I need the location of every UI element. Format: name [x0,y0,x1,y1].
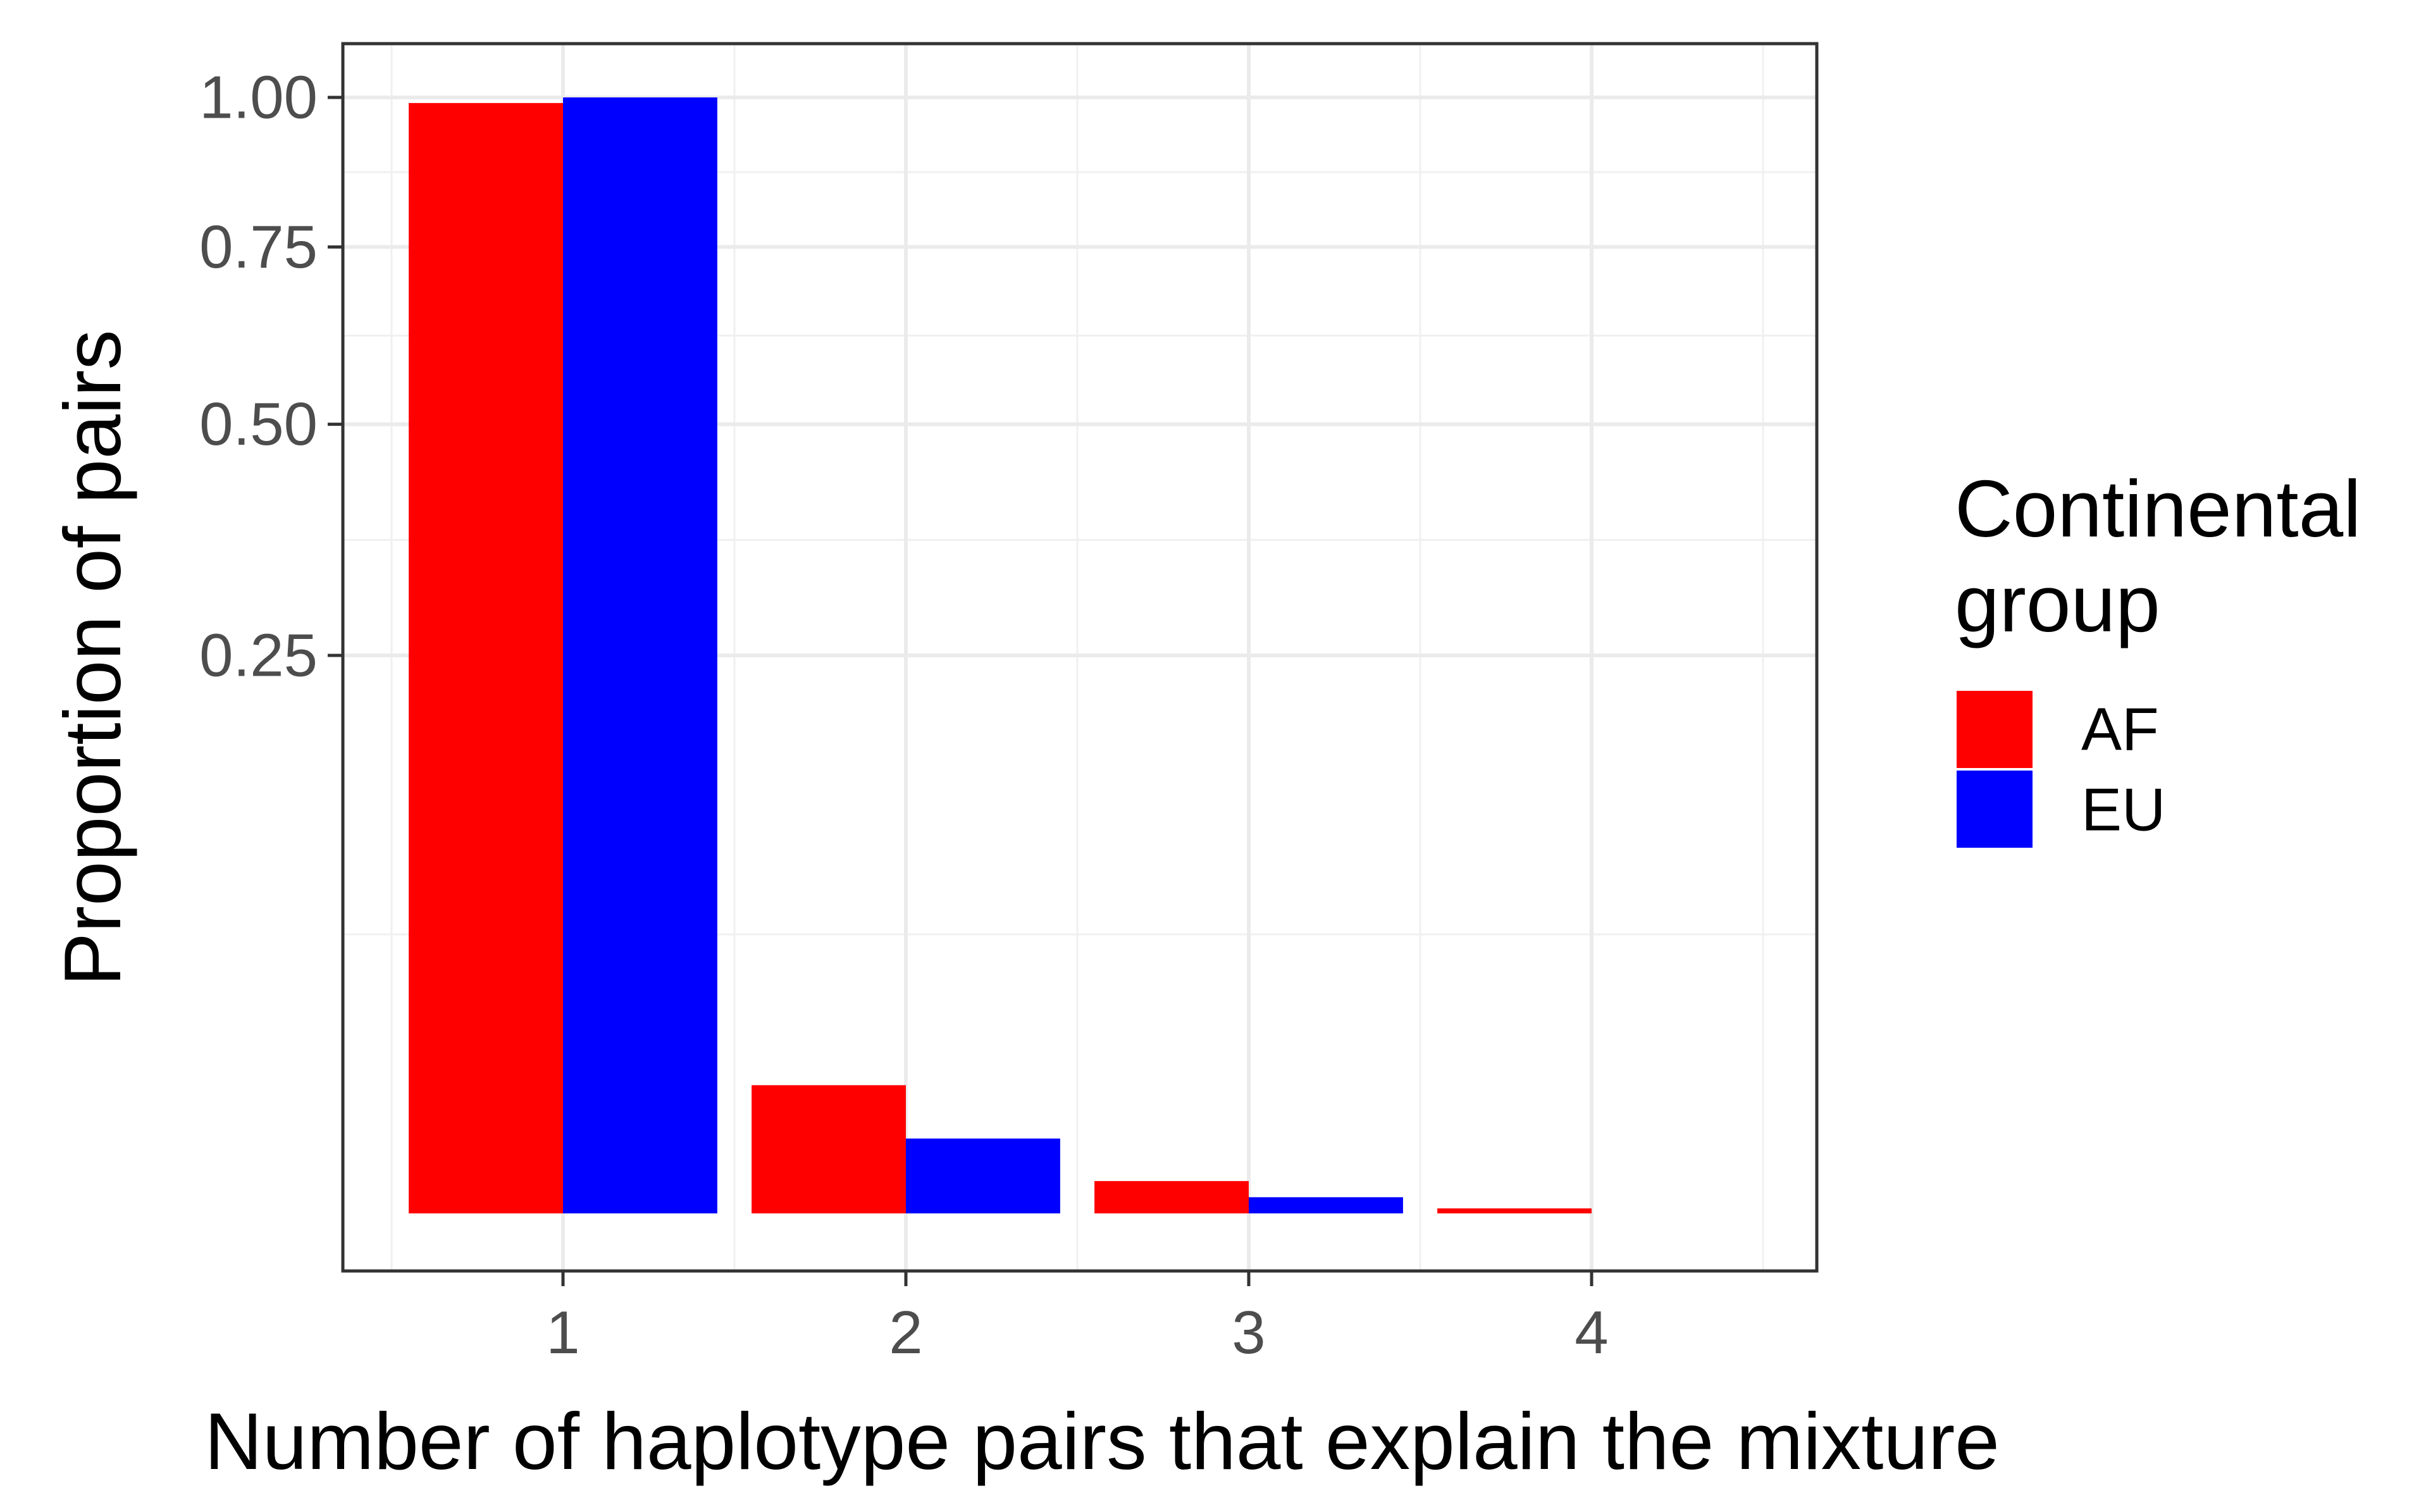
x-axis-title: Number of haplotype pairs that explain t… [204,1396,2000,1486]
legend-label-eu: EU [2081,776,2165,844]
panel-border [341,42,1819,1273]
legend-title-line2: group [1955,559,2160,648]
y-tick-label: 0.75 [199,213,318,281]
legend: Continental group AF EU [1955,464,2361,848]
x-tick-label: 2 [889,1299,922,1366]
x-tick-label: 4 [1575,1299,1608,1366]
x-tick-label: 1 [546,1299,579,1366]
bar-af-2 [752,1085,906,1213]
bar-af-3 [1094,1180,1249,1213]
legend-title-line1: Continental [1955,464,2361,554]
bar-af-1 [409,102,563,1213]
y-tick-label: 1.00 [199,64,318,132]
y-axis-title: Proportion of pairs [47,330,137,986]
x-tick-label: 3 [1232,1299,1265,1366]
bar-af-4 [1437,1208,1592,1213]
bar-eu-1 [563,97,717,1213]
bar-eu-3 [1249,1197,1403,1213]
legend-swatch-eu [1957,771,2033,848]
legend-label-af: AF [2081,696,2159,764]
bar-eu-2 [906,1138,1060,1213]
axes: 0.25 0.50 0.75 1.00 1 2 3 4 [199,64,1609,1367]
bars [409,97,1592,1213]
y-tick-label: 0.25 [199,622,318,690]
y-tick-label: 0.50 [199,390,318,458]
legend-swatch-af [1957,691,2033,768]
